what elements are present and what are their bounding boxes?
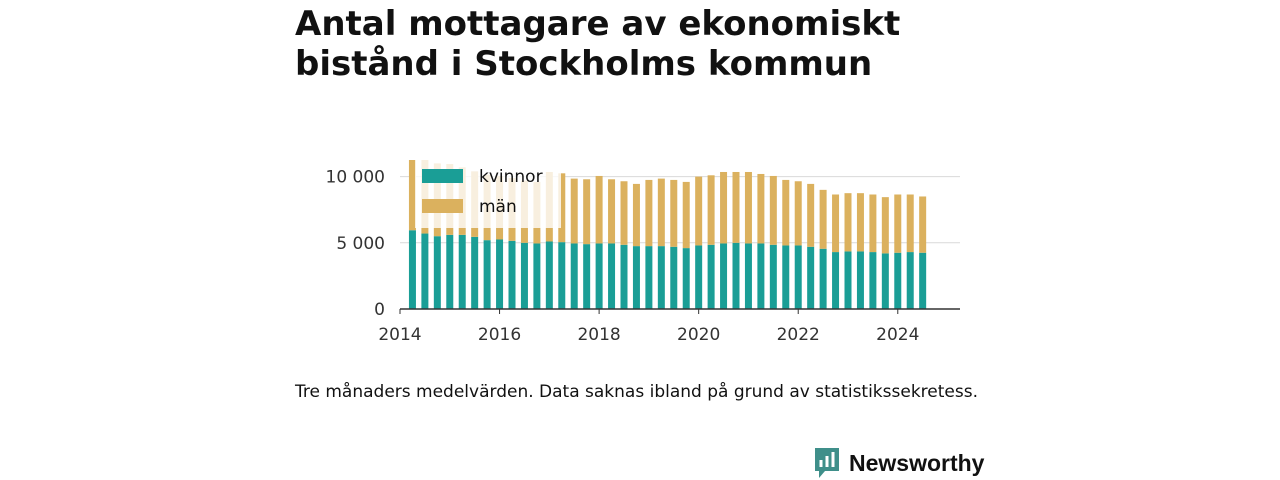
- legend-swatch: [422, 199, 463, 213]
- bar-kvinnor: [732, 242, 740, 309]
- bar-man: [645, 179, 653, 247]
- x-tick-label: 2018: [577, 325, 620, 345]
- bar-man: [657, 178, 665, 247]
- y-tick-label: 10 000: [326, 168, 385, 188]
- bar-kvinnor: [558, 242, 566, 309]
- bar-man: [732, 171, 740, 243]
- bar-man: [794, 181, 802, 246]
- bar-kvinnor: [670, 246, 678, 309]
- newsworthy-icon: [815, 448, 839, 478]
- bar-kvinnor: [520, 242, 528, 309]
- axes: 0 5 000 10 000 2014 2016 2018 2020 2022 2024: [326, 168, 960, 345]
- bar-kvinnor: [483, 240, 491, 309]
- bar-man: [819, 189, 827, 249]
- bar-kvinnor: [769, 244, 777, 309]
- newsworthy-logo[interactable]: Newsworthy: [813, 446, 984, 480]
- bar-kvinnor: [583, 244, 591, 309]
- bar-kvinnor: [545, 241, 553, 309]
- bar-kvinnor: [458, 234, 466, 309]
- bar-kvinnor: [894, 252, 902, 309]
- bar-kvinnor: [408, 230, 416, 309]
- y-tick-label: 5 000: [336, 234, 385, 254]
- legend-swatch: [422, 169, 463, 183]
- bar-man: [919, 196, 927, 253]
- bar-man: [782, 179, 790, 246]
- bar-kvinnor: [682, 248, 690, 309]
- bar-man: [583, 179, 591, 245]
- bar-kvinnor: [595, 243, 603, 309]
- bar-kvinnor: [720, 243, 728, 309]
- bar-man: [869, 194, 877, 253]
- bar-man: [620, 181, 628, 245]
- bar-man: [570, 178, 578, 244]
- bar-kvinnor: [645, 246, 653, 309]
- bar-man: [720, 171, 728, 244]
- bar-man: [906, 194, 914, 253]
- bar-man: [707, 175, 715, 245]
- legend-label: män: [479, 197, 517, 217]
- legend: kvinnor män: [415, 160, 561, 228]
- bar-kvinnor: [819, 248, 827, 309]
- x-tick-label: 2020: [677, 325, 720, 345]
- bar-kvinnor: [496, 239, 504, 309]
- bar-kvinnor: [782, 245, 790, 309]
- bar-man: [832, 194, 840, 253]
- bar-kvinnor: [446, 234, 454, 309]
- bar-man: [894, 194, 902, 253]
- bar-kvinnor: [471, 236, 479, 309]
- x-tick-label: 2022: [777, 325, 820, 345]
- chart-svg: 0 5 000 10 000 2014 2016 2018 2020 2022 2024 kvi…: [326, 152, 960, 345]
- bar-kvinnor: [657, 246, 665, 309]
- legend-label: kvinnor: [479, 167, 543, 187]
- bar-man: [558, 173, 566, 243]
- bar-kvinnor: [707, 244, 715, 309]
- x-tick-label: 2024: [876, 325, 919, 345]
- bar-kvinnor: [608, 243, 616, 309]
- x-tick-label: 2014: [378, 325, 421, 345]
- bar-kvinnor: [881, 253, 889, 309]
- bar-kvinnor: [807, 246, 815, 309]
- chart-note: Tre månaders medelvärden. Data saknas ib…: [295, 382, 978, 402]
- bar-kvinnor: [919, 252, 927, 309]
- bar-man: [744, 171, 752, 244]
- brand-name: Newsworthy: [849, 449, 985, 476]
- bar-kvinnor: [421, 233, 429, 309]
- chart-title: Antal mottagare av ekonomiskt bistånd i …: [295, 4, 901, 84]
- bar-man: [695, 176, 703, 246]
- bar-kvinnor: [832, 252, 840, 309]
- bar-kvinnor: [844, 251, 852, 309]
- bar-kvinnor: [433, 236, 441, 309]
- bar-kvinnor: [695, 245, 703, 309]
- y-tick-label: 0: [374, 300, 385, 320]
- bar-kvinnor: [508, 240, 516, 309]
- bar-man: [595, 175, 603, 244]
- bar-kvinnor: [906, 252, 914, 309]
- chart: 0 5 000 10 000 2014 2016 2018 2020 2022 2024 kvi…: [300, 152, 980, 364]
- x-tick-label: 2016: [478, 325, 521, 345]
- bar-kvinnor: [744, 243, 752, 309]
- bar-kvinnor: [794, 245, 802, 309]
- bar-man: [632, 183, 640, 247]
- bar-man: [856, 193, 864, 252]
- bar-man: [881, 197, 889, 254]
- bar-kvinnor: [856, 251, 864, 309]
- bar-man: [757, 173, 765, 244]
- bar-man: [682, 181, 690, 249]
- bar-kvinnor: [632, 246, 640, 309]
- bar-man: [670, 179, 678, 247]
- bar-man: [769, 175, 777, 245]
- bar-kvinnor: [757, 243, 765, 309]
- bar-man: [844, 193, 852, 252]
- bar-kvinnor: [620, 244, 628, 309]
- bar-kvinnor: [869, 252, 877, 309]
- bar-man: [608, 179, 616, 244]
- bar-man: [807, 183, 815, 247]
- bar-kvinnor: [533, 243, 541, 309]
- bar-man: [408, 152, 416, 231]
- bar-kvinnor: [570, 243, 578, 309]
